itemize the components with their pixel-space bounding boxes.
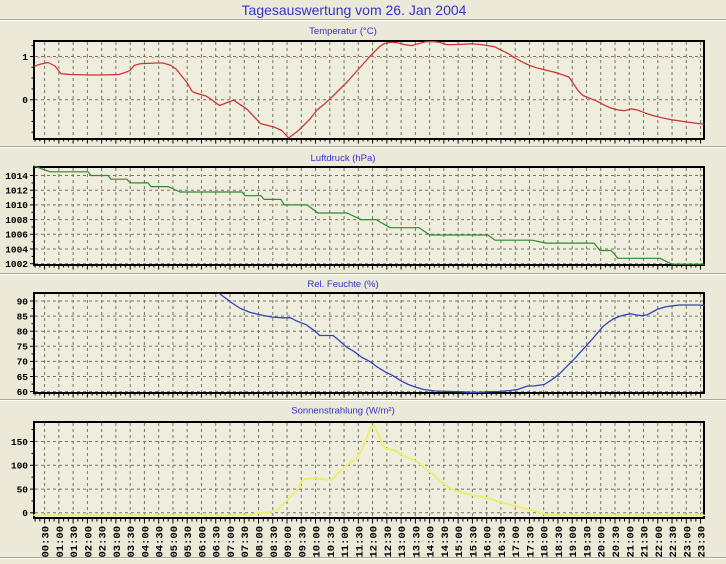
svg-text:18:30: 18:30 bbox=[554, 526, 566, 558]
svg-text:09:30: 09:30 bbox=[297, 526, 309, 558]
svg-text:14:00: 14:00 bbox=[426, 526, 438, 558]
svg-text:Tagesauswertung vom 26. Jan 20: Tagesauswertung vom 26. Jan 2004 bbox=[242, 2, 467, 18]
svg-text:70: 70 bbox=[17, 357, 29, 368]
svg-text:17:00: 17:00 bbox=[511, 526, 523, 558]
svg-text:01:30: 01:30 bbox=[69, 526, 81, 558]
svg-text:Temperatur (°C): Temperatur (°C) bbox=[309, 26, 377, 37]
svg-text:00:30: 00:30 bbox=[41, 526, 53, 558]
svg-text:02:30: 02:30 bbox=[98, 526, 110, 558]
svg-text:75: 75 bbox=[17, 342, 29, 353]
svg-text:60: 60 bbox=[17, 387, 29, 398]
svg-text:22:00: 22:00 bbox=[654, 526, 666, 558]
svg-text:0: 0 bbox=[22, 508, 28, 519]
svg-text:13:00: 13:00 bbox=[397, 526, 409, 558]
svg-text:01:00: 01:00 bbox=[55, 526, 67, 558]
svg-text:21:30: 21:30 bbox=[640, 526, 652, 558]
svg-text:15:30: 15:30 bbox=[468, 526, 480, 558]
svg-text:150: 150 bbox=[11, 437, 28, 448]
svg-text:65: 65 bbox=[17, 372, 29, 383]
svg-text:09:00: 09:00 bbox=[283, 526, 295, 558]
svg-text:50: 50 bbox=[17, 484, 29, 495]
svg-text:1002: 1002 bbox=[5, 259, 28, 270]
svg-text:07:30: 07:30 bbox=[240, 526, 252, 558]
svg-text:03:00: 03:00 bbox=[112, 526, 124, 558]
svg-text:Luftdruck (hPa): Luftdruck (hPa) bbox=[311, 153, 376, 164]
svg-text:Rel. Feuchte (%): Rel. Feuchte (%) bbox=[307, 279, 378, 290]
svg-text:16:00: 16:00 bbox=[483, 526, 495, 558]
svg-text:06:00: 06:00 bbox=[197, 526, 209, 558]
svg-text:0: 0 bbox=[22, 95, 28, 106]
svg-text:15:00: 15:00 bbox=[454, 526, 466, 558]
svg-text:05:00: 05:00 bbox=[169, 526, 181, 558]
svg-text:10:30: 10:30 bbox=[326, 526, 338, 558]
svg-text:12:30: 12:30 bbox=[383, 526, 395, 558]
svg-text:18:00: 18:00 bbox=[540, 526, 552, 558]
svg-text:04:30: 04:30 bbox=[155, 526, 167, 558]
svg-text:100: 100 bbox=[11, 461, 28, 472]
svg-text:06:30: 06:30 bbox=[212, 526, 224, 558]
svg-text:20:00: 20:00 bbox=[597, 526, 609, 558]
svg-text:1008: 1008 bbox=[5, 215, 28, 226]
svg-text:07:00: 07:00 bbox=[226, 526, 238, 558]
svg-text:08:00: 08:00 bbox=[255, 526, 267, 558]
svg-text:04:00: 04:00 bbox=[140, 526, 152, 558]
svg-text:11:30: 11:30 bbox=[354, 526, 366, 558]
svg-text:1006: 1006 bbox=[5, 230, 28, 241]
svg-text:Sonnenstrahlung (W/m²): Sonnenstrahlung (W/m²) bbox=[291, 406, 394, 417]
svg-text:10:00: 10:00 bbox=[312, 526, 324, 558]
svg-text:23:00: 23:00 bbox=[682, 526, 694, 558]
svg-text:20:30: 20:30 bbox=[611, 526, 623, 558]
svg-text:85: 85 bbox=[17, 311, 29, 322]
svg-text:80: 80 bbox=[17, 327, 29, 338]
svg-text:1: 1 bbox=[22, 52, 28, 63]
svg-text:16:30: 16:30 bbox=[497, 526, 509, 558]
svg-text:22:30: 22:30 bbox=[668, 526, 680, 558]
svg-text:19:00: 19:00 bbox=[568, 526, 580, 558]
svg-text:03:30: 03:30 bbox=[126, 526, 138, 558]
svg-text:17:30: 17:30 bbox=[525, 526, 537, 558]
svg-text:13:30: 13:30 bbox=[411, 526, 423, 558]
svg-text:11:00: 11:00 bbox=[340, 526, 352, 558]
svg-text:1014: 1014 bbox=[5, 171, 28, 182]
svg-text:21:00: 21:00 bbox=[625, 526, 637, 558]
svg-text:23:30: 23:30 bbox=[697, 526, 709, 558]
svg-text:1012: 1012 bbox=[5, 186, 28, 197]
svg-text:19:30: 19:30 bbox=[582, 526, 594, 558]
svg-text:02:00: 02:00 bbox=[83, 526, 95, 558]
svg-text:14:30: 14:30 bbox=[440, 526, 452, 558]
svg-text:05:30: 05:30 bbox=[183, 526, 195, 558]
svg-text:08:30: 08:30 bbox=[269, 526, 281, 558]
svg-text:90: 90 bbox=[17, 296, 29, 307]
svg-text:1004: 1004 bbox=[5, 244, 28, 255]
svg-text:12:00: 12:00 bbox=[369, 526, 381, 558]
svg-text:1010: 1010 bbox=[5, 200, 28, 211]
